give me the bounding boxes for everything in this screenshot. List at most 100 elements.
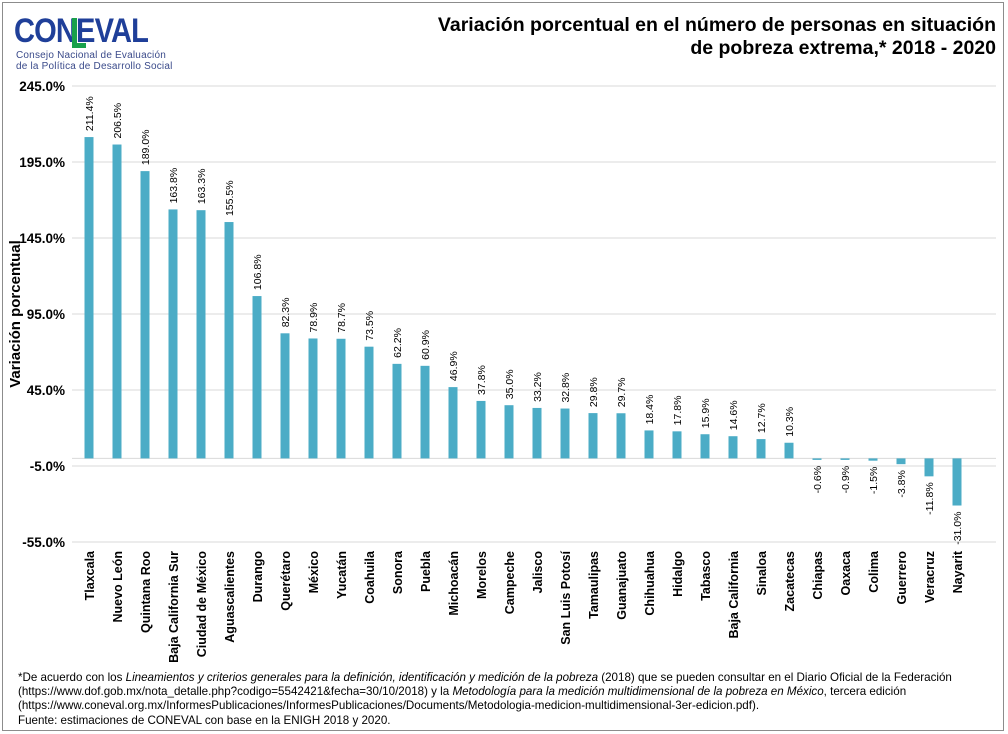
- footnote-text: (2018) que se pueden consultar en el Dia…: [598, 671, 952, 684]
- bar: [840, 458, 850, 460]
- data-label: -31.0%: [952, 512, 964, 545]
- bar: [476, 400, 486, 459]
- y-tick-label: 145.0%: [19, 231, 65, 246]
- x-tick-label: México: [307, 551, 321, 594]
- footnote-link-dof: (https://www.dof.gob.mx/nota_detalle.php…: [18, 685, 453, 699]
- bar: [896, 458, 906, 465]
- x-tick-label: Chiapas: [811, 551, 825, 600]
- bar: [420, 365, 430, 459]
- bar: [196, 210, 206, 459]
- footnote-text: *De acuerdo con los: [18, 671, 126, 684]
- x-tick-label: Tamaulipas: [587, 551, 601, 619]
- logo-subtitle-line1: Consejo Nacional de Evaluación: [16, 50, 166, 61]
- bar: [952, 458, 962, 506]
- data-label: 211.4%: [84, 96, 96, 131]
- data-label: -3.8%: [896, 470, 908, 497]
- x-tick-label: Durango: [251, 551, 265, 603]
- x-tick-label: Michoacán: [447, 551, 461, 616]
- logo-green-accent: [72, 18, 77, 48]
- data-label: -1.5%: [868, 467, 880, 494]
- data-label: 33.2%: [532, 372, 544, 402]
- y-tick-label: 195.0%: [19, 155, 65, 170]
- bar: [336, 338, 346, 459]
- x-tick-label: Ciudad de México: [195, 551, 209, 658]
- x-tick-label: Sonora: [391, 550, 405, 594]
- x-tick-label: Hidalgo: [671, 551, 685, 597]
- data-label: 189.0%: [140, 129, 152, 165]
- x-tick-label: Morelos: [475, 551, 489, 599]
- x-tick-label: Nayarit: [951, 550, 965, 593]
- bar: [644, 430, 654, 459]
- y-tick-label: 245.0%: [19, 79, 65, 94]
- footnote-italic-title: Lineamientos y criterios generales para …: [125, 671, 599, 684]
- x-tick-label: Sinaloa: [755, 550, 769, 596]
- bar: [812, 458, 822, 460]
- footnote-line3: (https://www.coneval.org.mx/InformesPubl…: [18, 699, 760, 713]
- chart-title-line2: de pobreza extrema,* 2018 - 2020: [690, 37, 996, 59]
- chart-title-line1: Variación porcentual en el número de per…: [437, 14, 996, 36]
- x-tick-label: Baja California: [727, 550, 741, 639]
- x-tick-label: Jalisco: [531, 551, 545, 594]
- data-label: 163.3%: [196, 169, 208, 205]
- x-tick-label: Veracruz: [923, 551, 937, 603]
- x-tick-label: Zacatecas: [783, 551, 797, 612]
- bar: [924, 458, 934, 477]
- y-tick-label: -55.0%: [22, 535, 65, 550]
- data-label: 14.6%: [728, 400, 740, 430]
- data-label: -0.6%: [812, 466, 824, 493]
- data-label: 62.2%: [392, 328, 404, 358]
- x-tick-label: Yucatán: [335, 551, 349, 599]
- x-tick-label: Tabasco: [699, 551, 713, 601]
- data-label: 82.3%: [280, 298, 292, 328]
- bar: [364, 346, 374, 459]
- bar: [588, 413, 598, 459]
- bar: [280, 333, 290, 459]
- y-tick-label: -5.0%: [30, 459, 65, 474]
- bar: [84, 137, 94, 459]
- x-tick-label: Colima: [867, 550, 881, 593]
- x-tick-label: Guerrero: [895, 551, 909, 605]
- bar: [112, 144, 122, 459]
- data-label: 10.3%: [784, 407, 796, 437]
- x-tick-label: Puebla: [419, 550, 433, 592]
- x-tick-label: Aguascalientes: [223, 551, 237, 643]
- bars: [84, 137, 962, 506]
- data-label: 17.8%: [672, 396, 684, 426]
- data-label: 73.5%: [364, 311, 376, 341]
- bar: [868, 458, 878, 461]
- logo-subtitle-line2: de la Política de Desarrollo Social: [16, 61, 173, 72]
- data-label: -0.9%: [840, 466, 852, 493]
- footnote-italic-title: Metodología para la medición multidimens…: [452, 685, 824, 699]
- logo-subtitle: Consejo Nacional de Evaluación de la Pol…: [16, 50, 173, 72]
- bar: [700, 434, 710, 459]
- bar: [392, 363, 402, 459]
- x-tick-label: Quintana Roo: [139, 551, 153, 633]
- bar: [224, 222, 234, 459]
- data-label: 78.9%: [308, 303, 320, 333]
- data-label: 163.8%: [168, 168, 180, 204]
- y-axis-ticks: 245.0% 195.0% 145.0% 95.0% 45.0% -5.0% -55.0%: [19, 79, 65, 550]
- bar: [616, 413, 626, 459]
- bar: [140, 171, 150, 459]
- bar: [532, 407, 542, 459]
- bar: [672, 431, 682, 459]
- bar: [448, 387, 458, 459]
- data-label: 29.7%: [616, 377, 628, 407]
- y-tick-label: 45.0%: [27, 383, 65, 398]
- data-label: 37.8%: [476, 365, 488, 395]
- footnote-text: , tercera edición: [823, 685, 907, 699]
- bar: [784, 442, 794, 459]
- data-label: 35.0%: [504, 369, 516, 399]
- data-label: 60.9%: [420, 330, 432, 360]
- bar: [504, 405, 514, 459]
- bar: [728, 436, 738, 459]
- data-label: 18.4%: [644, 395, 656, 425]
- y-tick-label: 95.0%: [27, 307, 65, 322]
- footnote: *De acuerdo con los Lineamientos y crite…: [18, 671, 998, 728]
- data-label: 206.5%: [112, 103, 124, 139]
- logo-green-accent-foot: [72, 43, 86, 48]
- data-label: 46.9%: [448, 351, 460, 381]
- x-tick-label: San Luis Potosí: [559, 550, 573, 644]
- footnote-line2: (https://www.dof.gob.mx/nota_detalle.php…: [18, 685, 998, 699]
